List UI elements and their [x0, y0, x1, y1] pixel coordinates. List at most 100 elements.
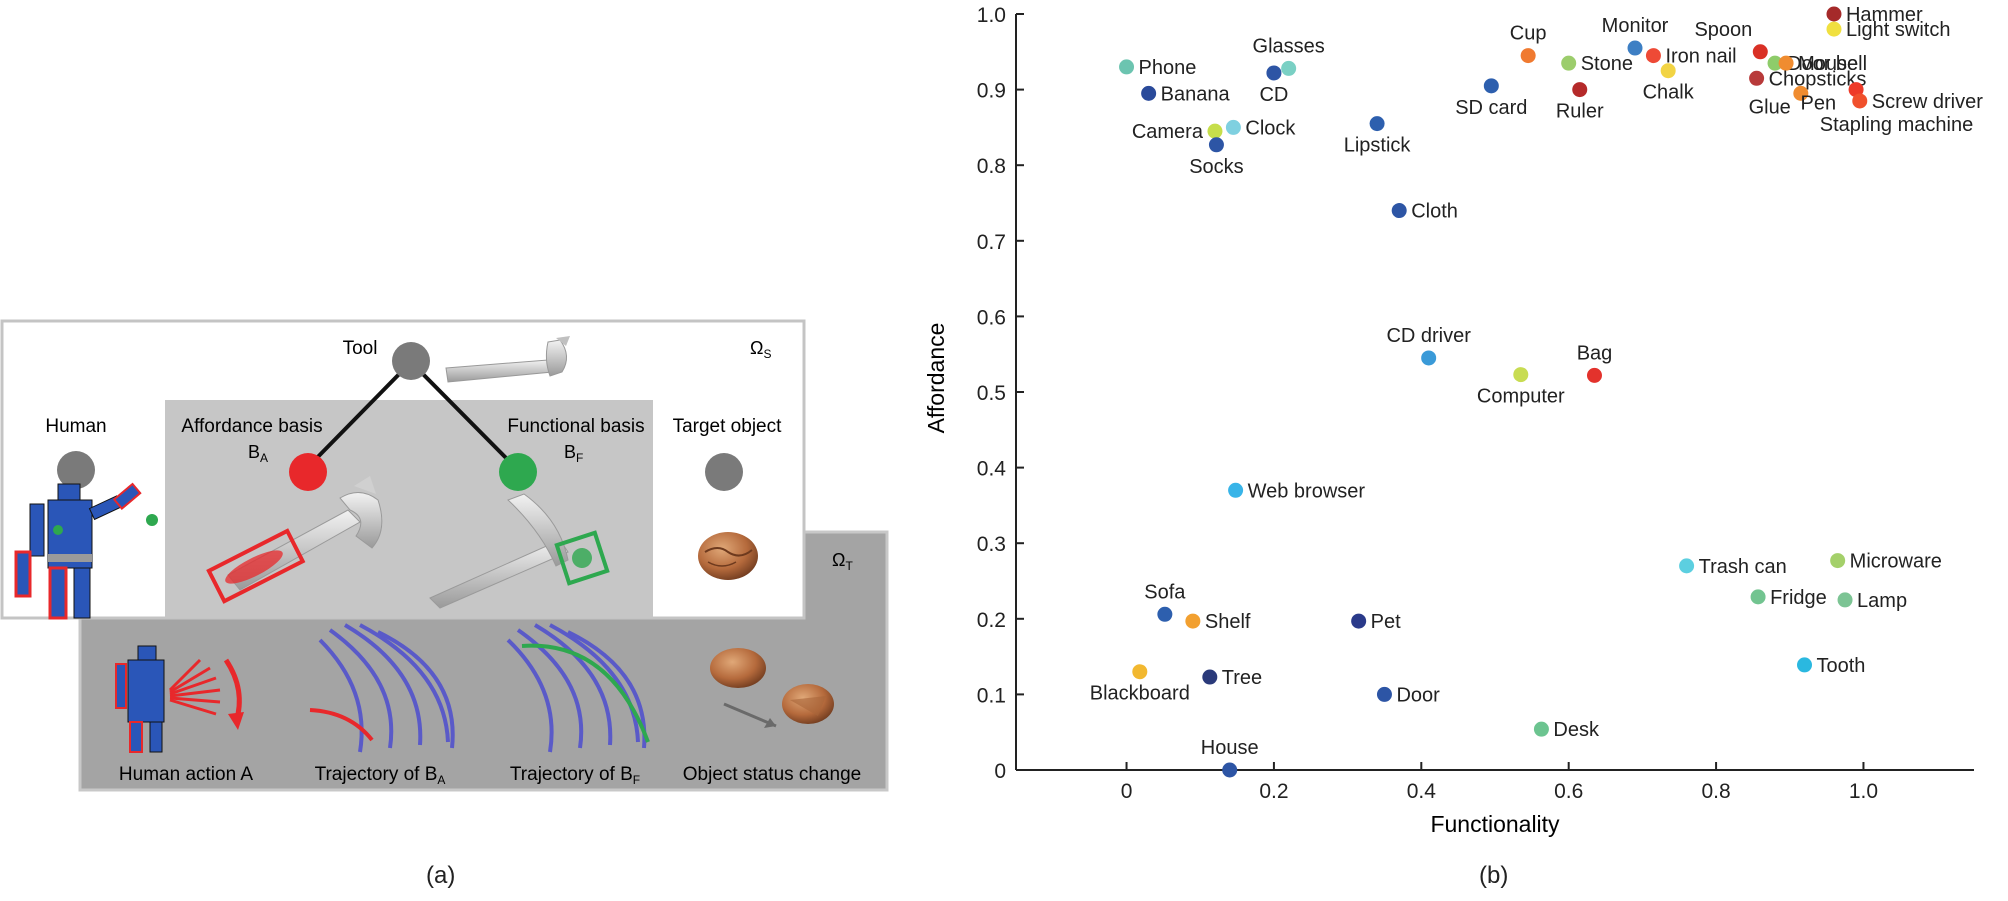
data-point: [1520, 48, 1536, 64]
caption-a: (a): [426, 862, 456, 889]
point-label: Glue: [1749, 96, 1791, 118]
caption-b: (b): [1479, 862, 1509, 889]
point-label: Web browser: [1248, 480, 1366, 502]
y-tick-label: 0.7: [977, 231, 1006, 254]
diagram-panel: Tool ΩS Human Affordance basis BA Functi…: [0, 0, 900, 896]
point-label: Socks: [1189, 156, 1243, 178]
point-label: Tree: [1222, 667, 1262, 689]
point-label: Clock: [1245, 117, 1296, 139]
data-point: [1627, 40, 1643, 56]
tool-label: Tool: [343, 338, 378, 359]
point-label: Door bell: [1787, 53, 1867, 75]
data-point: [1228, 482, 1244, 498]
scatter-chart: 0 0.1 0.2 0.3 0.4 0.5 0.6 0.7 0.8 0.9 1.0 0 0.2 0.4 0.…: [923, 4, 1983, 837]
point-label: Microware: [1850, 551, 1942, 573]
x-tick-label: 0.4: [1407, 780, 1437, 803]
human-node: [57, 451, 95, 489]
data-point: [1376, 686, 1392, 702]
functional-basis-label: Functional basis: [507, 416, 644, 437]
data-point: [1225, 119, 1241, 135]
target-node: [705, 453, 743, 491]
point-label: CD: [1259, 84, 1288, 106]
human-figure: [14, 482, 158, 620]
ba-label: BA: [248, 442, 268, 465]
point-label: Stone: [1581, 53, 1633, 75]
y-tick-label: 0.1: [977, 684, 1006, 707]
target-object-label: Target object: [673, 416, 783, 437]
point-label: Chopsticks: [1769, 68, 1867, 90]
trajectory-f-image: [506, 623, 650, 753]
y-tick-label: 1.0: [977, 4, 1006, 27]
point-label: Banana: [1161, 83, 1231, 105]
point-label: Hammer: [1846, 4, 1923, 26]
status-change-image: [710, 648, 834, 728]
point-label: Bag: [1577, 342, 1613, 364]
x-tick-label: 1.0: [1849, 780, 1878, 803]
data-point: [1837, 592, 1853, 608]
tool-hammer-image: [445, 336, 570, 383]
data-point: [1767, 55, 1783, 71]
data-point: [1572, 82, 1588, 98]
point-label: Camera: [1132, 121, 1204, 143]
affordance-node: [289, 453, 327, 491]
tool-edge-affordance: [303, 360, 413, 472]
data-point: [1483, 78, 1499, 94]
data-point: [1793, 85, 1809, 101]
data-point: [1351, 613, 1367, 629]
data-point: [1749, 70, 1765, 86]
x-tick-label: 0.6: [1554, 780, 1583, 803]
point-label: Screw driver: [1872, 91, 1983, 113]
trajectory-f-label: Trajectory of BF: [510, 764, 640, 787]
y-tick-label: 0.8: [977, 155, 1006, 178]
point-label: Stapling machine: [1820, 114, 1973, 136]
data-point: [1660, 63, 1676, 79]
data-point: [1752, 44, 1768, 60]
data-point: [1202, 669, 1218, 685]
data-point: [1132, 664, 1148, 680]
data-point: [1533, 721, 1549, 737]
affordance-basis-label: Affordance basis: [181, 416, 322, 437]
data-point: [1852, 93, 1868, 109]
data-point: [1207, 123, 1223, 139]
data-point: [1826, 6, 1842, 22]
data-point: [1826, 21, 1842, 37]
x-tick-label: 0.2: [1259, 780, 1288, 803]
point-label: Glasses: [1253, 35, 1325, 57]
data-point: [1141, 85, 1157, 101]
point-label: Door: [1396, 684, 1440, 706]
y-tick-label: 0.4: [977, 458, 1007, 481]
data-point: [1369, 116, 1385, 132]
point-label: Pet: [1371, 611, 1401, 633]
affordance-hammer-image: [206, 476, 383, 604]
data-point: [1797, 657, 1813, 673]
point-label: Monitor: [1602, 15, 1669, 37]
data-point: [1421, 350, 1437, 366]
tool-edge-functional: [409, 360, 520, 472]
point-label: Blackboard: [1090, 683, 1190, 705]
y-tick-label: 0: [994, 760, 1006, 783]
point-label: Chalk: [1643, 82, 1695, 104]
data-point: [1222, 762, 1238, 778]
point-label: Desk: [1553, 719, 1600, 741]
y-tick-label: 0.6: [977, 306, 1006, 329]
x-axis-label: Functionality: [1430, 811, 1560, 837]
data-point: [1679, 558, 1695, 574]
bf-label: BF: [564, 442, 583, 465]
functional-hammer-image: [429, 493, 610, 609]
trajectory-a-label: Trajectory of BA: [315, 764, 446, 787]
omega-s-label: ΩS: [750, 338, 771, 361]
human-action-image: [115, 645, 244, 753]
point-label: CD driver: [1386, 325, 1471, 347]
y-tick-label: 0.3: [977, 533, 1006, 556]
point-label: Phone: [1139, 57, 1197, 79]
point-label: Sofa: [1144, 581, 1186, 603]
functional-node: [499, 453, 537, 491]
data-point: [1281, 60, 1297, 76]
point-label: Pen: [1800, 93, 1836, 115]
point-label: Tooth: [1817, 655, 1866, 677]
diagram-svg: Tool ΩS Human Affordance basis BA Functi…: [0, 319, 889, 792]
data-point: [1645, 48, 1661, 64]
point-label: Ruler: [1556, 101, 1604, 123]
x-tick-label: 0.8: [1701, 780, 1730, 803]
